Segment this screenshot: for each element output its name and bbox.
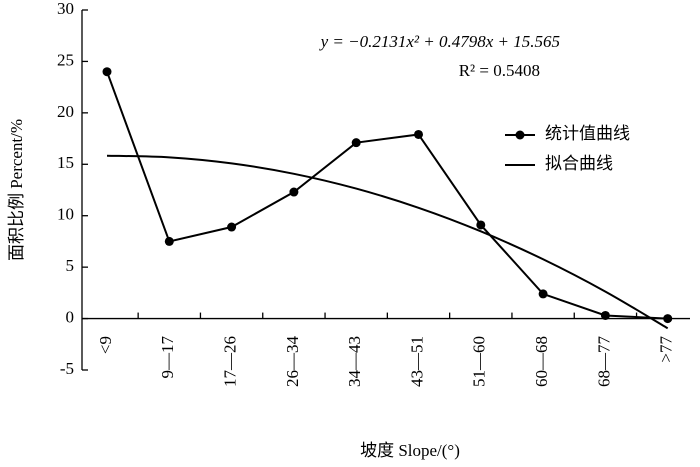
data-point <box>476 220 486 230</box>
legend-label: 拟合曲线 <box>545 154 613 173</box>
data-point <box>351 138 361 148</box>
y-tick-label: 10 <box>57 205 74 224</box>
data-point <box>538 289 548 299</box>
data-point <box>600 310 610 320</box>
y-tick-label: 30 <box>57 0 74 18</box>
x-axis-label: 坡度 Slope/(°) <box>360 441 460 460</box>
y-tick-label: 20 <box>57 102 74 121</box>
x-tick-label: <9 <box>96 336 115 354</box>
data-point <box>663 314 673 324</box>
data-point <box>164 236 174 246</box>
data-point <box>289 187 299 197</box>
legend-label: 统计值曲线 <box>545 124 630 143</box>
y-tick-label: 0 <box>66 307 75 326</box>
series-line <box>106 154 669 330</box>
x-tick-label: 60—68 <box>532 336 551 387</box>
y-tick-label: 15 <box>57 153 74 172</box>
x-tick-label: 51—60 <box>470 336 489 387</box>
x-tick-label: 17—26 <box>221 336 240 387</box>
equation: y = −0.2131x² + 0.4798x + 15.565 <box>319 32 560 51</box>
x-tick-label: 26—34 <box>283 336 302 388</box>
data-point <box>414 129 423 139</box>
y-tick-label: 5 <box>66 256 75 275</box>
r-squared: R² = 0.5408 <box>459 61 540 80</box>
y-tick-label: -5 <box>60 359 74 378</box>
data-point <box>227 222 237 232</box>
x-tick-label: >77 <box>657 336 676 363</box>
y-tick-label: 25 <box>57 50 74 69</box>
legend-marker <box>515 130 525 140</box>
series-line <box>106 71 668 320</box>
y-axis-label: 面积比例 Percent/% <box>7 119 26 261</box>
x-tick-label: 34—43 <box>345 336 364 387</box>
x-tick-label: 43—51 <box>407 336 426 387</box>
data-point <box>102 67 112 77</box>
x-tick-label: 68—77 <box>594 336 613 388</box>
x-tick-label: 9—17 <box>158 336 177 379</box>
